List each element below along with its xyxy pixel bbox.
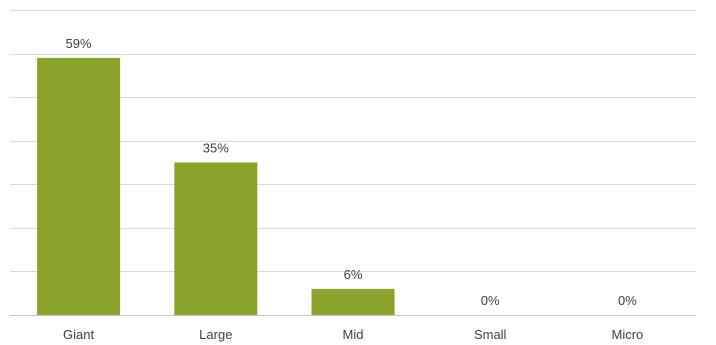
category-labels: Giant Large Mid Small Micro (63, 327, 643, 342)
data-label-mid: 6% (344, 267, 363, 282)
data-label-small: 0% (481, 293, 500, 308)
bar-large (174, 162, 258, 315)
data-label-giant: 59% (66, 36, 92, 51)
data-labels: 59% 35% 6% 0% 0% (66, 36, 638, 308)
bars (37, 57, 395, 316)
category-label-micro: Micro (612, 327, 644, 342)
gridlines (10, 10, 696, 272)
bar-mid (311, 288, 395, 315)
category-label-mid: Mid (343, 327, 364, 342)
bar-giant (37, 57, 121, 316)
data-label-large: 35% (203, 141, 229, 156)
category-label-large: Large (199, 327, 232, 342)
data-label-micro: 0% (618, 293, 637, 308)
category-label-giant: Giant (63, 327, 94, 342)
category-label-small: Small (474, 327, 507, 342)
